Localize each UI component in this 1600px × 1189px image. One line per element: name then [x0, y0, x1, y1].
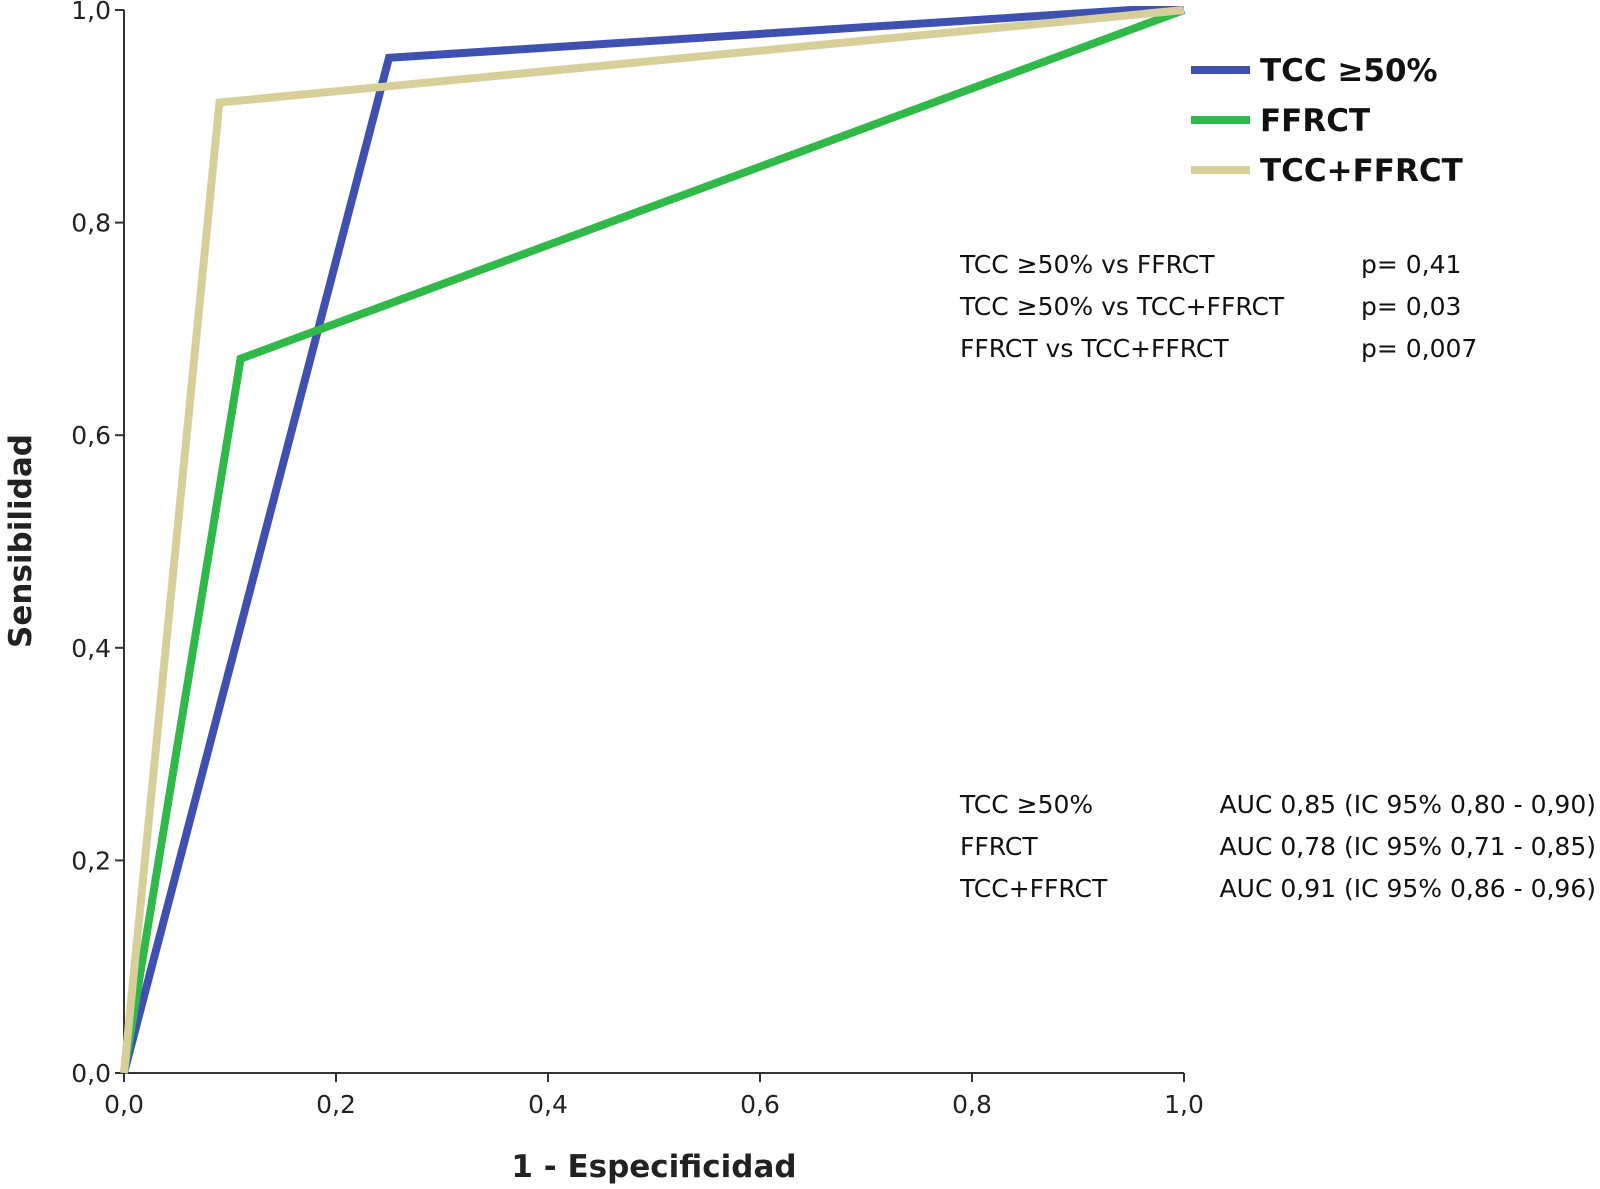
comparison-label: FFRCT vs TCC+FFRCT	[960, 334, 1229, 363]
x-tick-label: 0,0	[104, 1090, 144, 1119]
x-tick-label: 1,0	[1164, 1090, 1204, 1119]
series-line-tcc-50	[120, 6, 1184, 1075]
series-line-tcc-ffrct	[120, 6, 1185, 1074]
x-axis-title: 1 - Especificidad	[511, 1149, 796, 1185]
series-layer	[120, 6, 1186, 1075]
series-line-ffrct	[120, 6, 1186, 1074]
auc-label: FFRCT	[960, 832, 1038, 861]
x-tick-label: 0,4	[528, 1090, 568, 1119]
auc-value: AUC 0,91 (IC 95% 0,86 - 0,96)	[1220, 874, 1596, 903]
auc-label: TCC ≥50%	[959, 790, 1093, 819]
y-tick-label: 0,6	[71, 421, 111, 450]
x-tick-label: 0,2	[316, 1090, 356, 1119]
legend-label: TCC ≥50%	[1260, 53, 1438, 89]
legend-label: FFRCT	[1260, 103, 1370, 139]
comparison-p-value: p= 0,007	[1361, 334, 1477, 363]
y-axis-title: Sensibilidad	[3, 434, 39, 648]
comparison-p-value: p= 0,03	[1361, 292, 1461, 321]
y-tick-label: 0,0	[71, 1059, 111, 1088]
auc-annotation: TCC ≥50% AUC 0,85 (IC 95% 0,80 - 0,90) FFR…	[959, 790, 1596, 903]
y-tick-label: 0,4	[71, 634, 111, 663]
auc-value: AUC 0,85 (IC 95% 0,80 - 0,90)	[1220, 790, 1596, 819]
comparisons-annotation: TCC ≥50% vs FFRCT p= 0,41 TCC ≥50% vs TCC+…	[959, 250, 1477, 363]
y-tick-label: 0,8	[71, 209, 111, 238]
legend-label: TCC+FFRCT	[1260, 153, 1463, 189]
x-tick-label: 0,8	[952, 1090, 992, 1119]
auc-label: TCC+FFRCT	[959, 874, 1108, 903]
y-tick-label: 0,2	[71, 846, 111, 875]
comparison-label: TCC ≥50% vs FFRCT	[959, 250, 1215, 279]
auc-value: AUC 0,78 (IC 95% 0,71 - 0,85)	[1220, 832, 1596, 861]
ticks: 0,0 0,2 0,4 0,6 0,8 1,0 0,0 0,2 0,4 0,6 0,8 1,0	[71, 0, 1204, 1119]
legend: TCC ≥50% FFRCT TCC+FFRCT	[1191, 53, 1463, 189]
comparison-p-value: p= 0,41	[1361, 250, 1461, 279]
axes	[123, 10, 1184, 1074]
comparison-label: TCC ≥50% vs TCC+FFRCT	[959, 292, 1285, 321]
x-tick-label: 0,6	[740, 1090, 780, 1119]
y-tick-label: 1,0	[71, 0, 111, 25]
